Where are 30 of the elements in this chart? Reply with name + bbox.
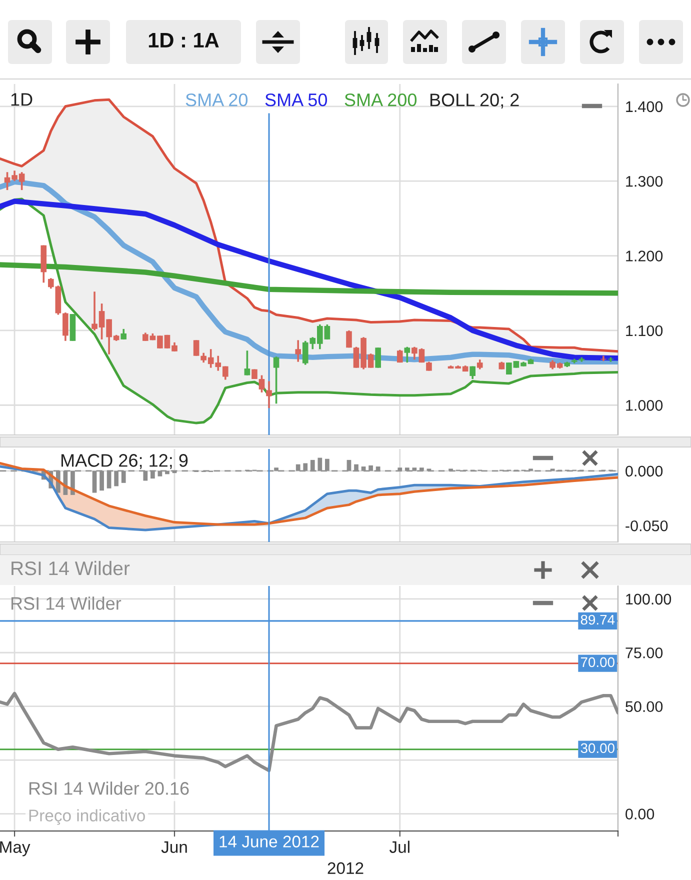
x-tick-label: Jul bbox=[389, 840, 410, 853]
chart-title: RSI 14 Wilder bbox=[12, 560, 130, 576]
y-tick-label: 0.000 bbox=[626, 466, 663, 477]
x-tick-label: May bbox=[0, 841, 30, 856]
ref-line-label: 70.00 bbox=[580, 657, 614, 668]
y-tick-label: -0.050 bbox=[626, 520, 668, 532]
text: SMA 20 bbox=[186, 93, 248, 106]
text: SMA 50 bbox=[265, 93, 328, 106]
x-axis-title: 2012 bbox=[328, 862, 364, 874]
text: SMA 200 bbox=[344, 93, 417, 106]
y-tick-label: 1.000 bbox=[626, 400, 663, 411]
chart-title: MACD 26; 12; 9 bbox=[61, 454, 188, 469]
ref-line-label: 14 June 2012 bbox=[220, 836, 319, 848]
x-tick-label: Jun bbox=[161, 841, 187, 853]
chart-subtitle: RSI 14 Wilder bbox=[11, 596, 122, 610]
annotation: RSI 14 Wilder 20.16 bbox=[29, 782, 189, 795]
y-tick-label: 1.100 bbox=[626, 325, 663, 336]
text: 1D : 1A bbox=[148, 33, 219, 48]
y-tick-label: 1.400 bbox=[626, 101, 663, 112]
y-tick-label: 50.00 bbox=[626, 701, 663, 712]
annotation: 1D bbox=[11, 93, 32, 106]
y-tick-label: 75.00 bbox=[626, 647, 663, 658]
annotation: Preço indicativo bbox=[29, 809, 145, 825]
y-tick-label: 1.200 bbox=[626, 250, 663, 262]
ref-line-label: 89.74 bbox=[580, 614, 615, 625]
annotation: BOLL 20; 2 bbox=[430, 94, 519, 108]
ref-line-label: 30.00 bbox=[580, 743, 614, 754]
y-tick-label: 100.00 bbox=[626, 594, 672, 605]
y-tick-label: 0.00 bbox=[626, 808, 654, 820]
y-tick-label: 1.300 bbox=[626, 176, 663, 187]
